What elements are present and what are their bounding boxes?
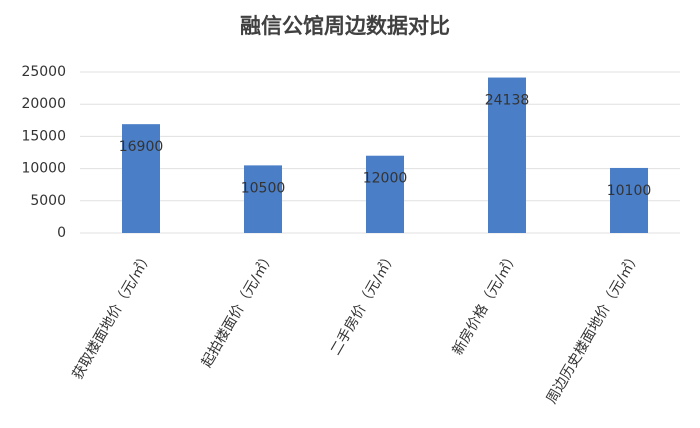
y-tick-label: 20000 [21, 96, 66, 112]
data-label: 10100 [607, 183, 652, 199]
chart-title: 融信公馆周边数据对比 [240, 14, 450, 38]
x-tick-label: 获取楼面地价（元/㎡） [70, 249, 156, 382]
bar [366, 155, 404, 233]
y-tick-label: 5000 [30, 193, 66, 209]
x-tick-label: 起拍楼面价（元/㎡） [199, 249, 278, 370]
y-tick-label: 15000 [21, 128, 66, 144]
bar [488, 77, 526, 234]
data-label: 16900 [119, 139, 164, 155]
bar [610, 167, 648, 233]
y-tick-label: 10000 [21, 161, 66, 177]
x-tick-label: 新房价格（元/㎡） [450, 249, 522, 358]
bar [122, 124, 160, 233]
data-label: 12000 [363, 171, 408, 187]
data-label: 24138 [485, 93, 530, 109]
x-tick-label: 二手房价（元/㎡） [328, 249, 400, 358]
data-label: 10500 [241, 180, 286, 196]
bar [244, 165, 282, 233]
y-tick-label: 0 [57, 225, 66, 241]
y-tick-label: 25000 [21, 64, 66, 80]
x-tick-label: 周边历史楼面地价（元/㎡） [544, 249, 644, 407]
